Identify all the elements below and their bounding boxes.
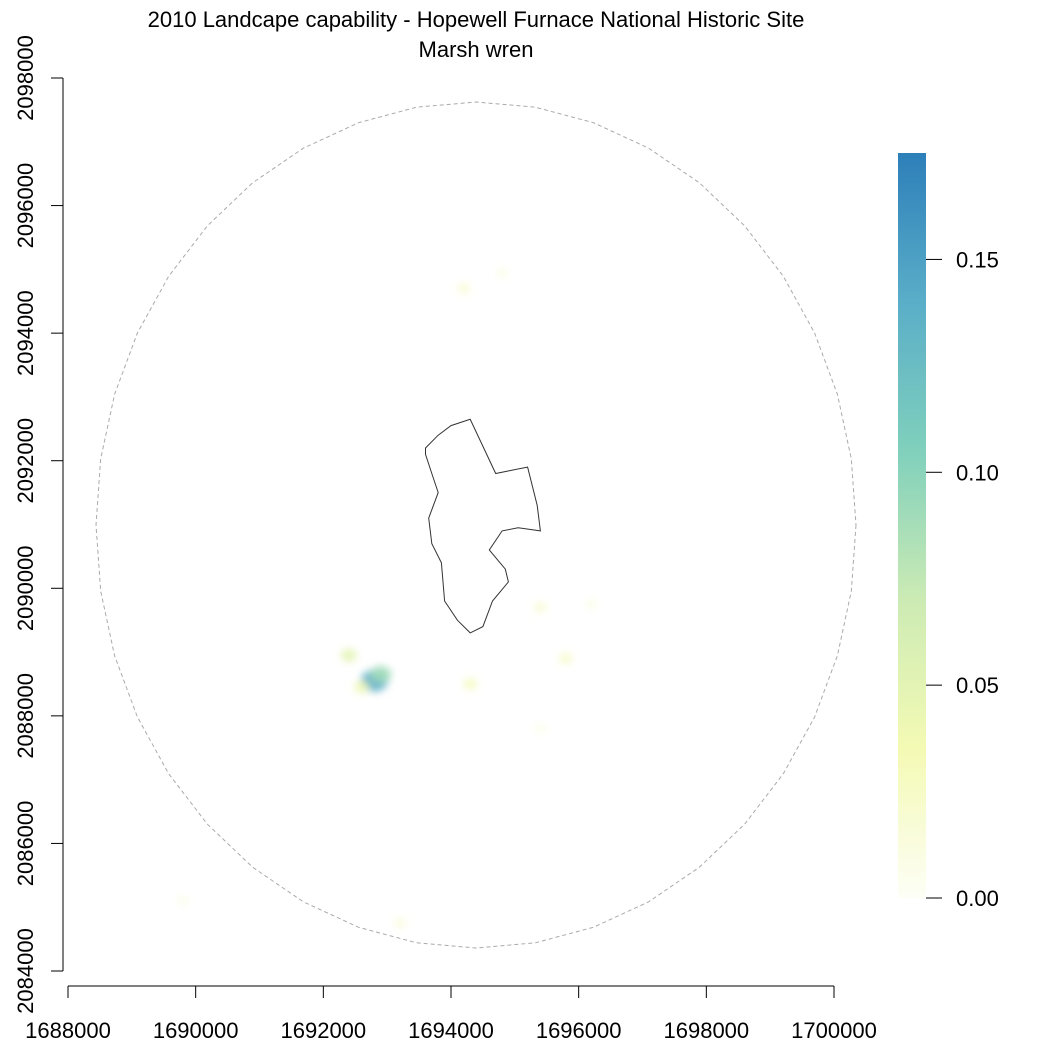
raster-hotspot-7 [457, 283, 470, 294]
raster-hotspot-12 [534, 724, 546, 733]
capability-raster [177, 268, 598, 928]
legend: 0.00 0.05 0.10 0.15 [898, 153, 999, 911]
y-tick-label-0: 2084000 [13, 928, 38, 1014]
raster-hotspot-9 [585, 599, 598, 609]
legend-colorbar [898, 153, 926, 898]
legend-tick-label-1: 0.05 [956, 673, 999, 698]
raster-hotspot-1 [370, 666, 392, 683]
raster-hotspot-8 [496, 268, 508, 277]
y-axis: 2084000 2086000 2088000 2090000 2092000 20940… [13, 35, 64, 1014]
raster-hotspot-11 [177, 896, 189, 906]
raster-hotspot-4 [463, 678, 478, 690]
raster-hotspot-5 [559, 653, 573, 664]
y-tick-label-6: 2096000 [13, 163, 38, 249]
legend-tick-label-3: 0.15 [956, 247, 999, 272]
x-tick-label-6: 1700000 [791, 1018, 877, 1043]
y-tick-label-4: 2092000 [13, 418, 38, 504]
buffer-boundary [95, 101, 857, 949]
x-tick-label-4: 1696000 [536, 1018, 622, 1043]
map-title: 2010 Landcape capability - Hopewell Furn… [148, 7, 805, 32]
park-boundary [425, 418, 541, 634]
x-tick-label-1: 1690000 [153, 1018, 239, 1043]
x-axis: 1688000 1690000 1692000 1694000 1696000 16980… [25, 985, 877, 1043]
raster-hotspot-6 [534, 602, 547, 613]
legend-tick-label-0: 0.00 [956, 886, 999, 911]
y-tick-label-7: 2098000 [13, 35, 38, 121]
raster-hotspot-3 [354, 681, 369, 694]
x-tick-label-0: 1688000 [25, 1018, 111, 1043]
y-tick-label-5: 2094000 [13, 290, 38, 376]
legend-tick-label-2: 0.10 [956, 460, 999, 485]
y-tick-label-3: 2090000 [13, 545, 38, 631]
map-subtitle: Marsh wren [419, 37, 534, 62]
x-tick-label-3: 1694000 [408, 1018, 494, 1043]
y-tick-label-1: 2086000 [13, 801, 38, 887]
x-tick-label-2: 1692000 [281, 1018, 367, 1043]
y-tick-label-2: 2088000 [13, 673, 38, 759]
x-tick-label-5: 1698000 [664, 1018, 750, 1043]
raster-hotspot-2 [340, 648, 357, 662]
raster-hotspot-10 [394, 918, 406, 928]
